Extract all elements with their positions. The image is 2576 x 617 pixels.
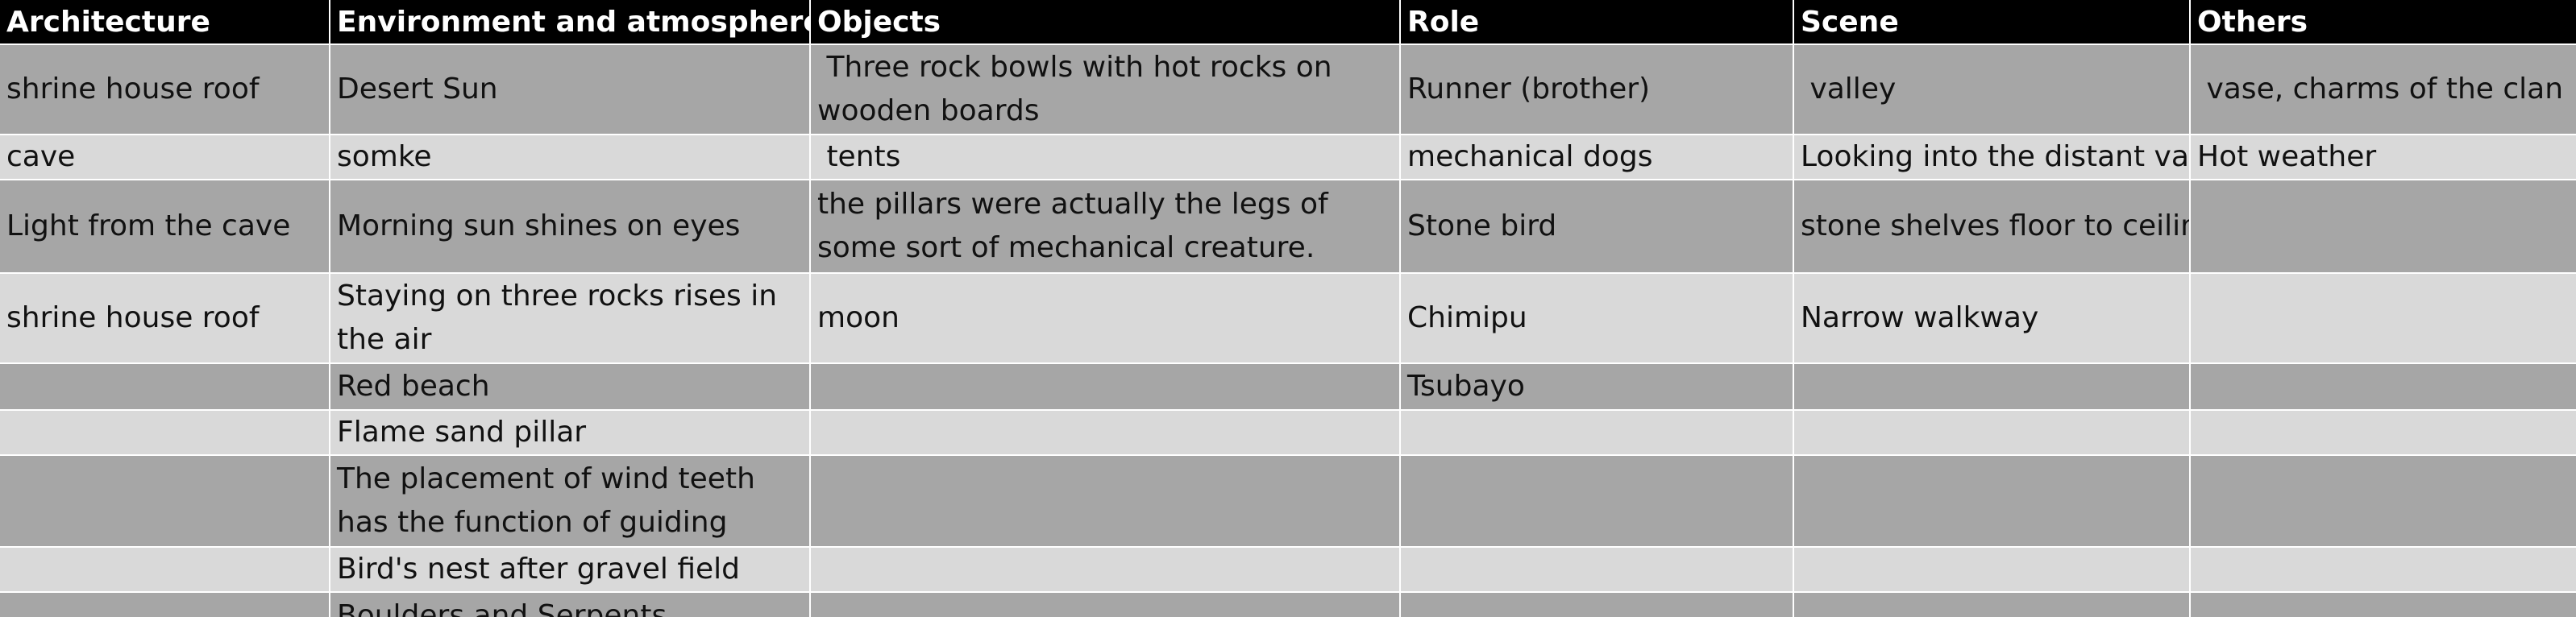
column-header-role[interactable]: Role [1401,0,1793,43]
table-cell[interactable]: Boulders and Serpents [330,593,809,617]
table-cell[interactable] [2191,593,2576,617]
table-cell[interactable] [2191,548,2576,591]
table-cell[interactable] [0,411,329,454]
cell-text: moon [817,301,900,334]
column-header-objects[interactable]: Objects [811,0,1399,43]
column-header-architecture[interactable]: Architecture [0,0,329,43]
table-cell[interactable]: Chimipu [1401,274,1793,362]
cell-text: Staying on three rocks rises in the air [337,280,778,356]
table-cell[interactable] [0,548,329,591]
table-cell[interactable] [1794,411,2189,454]
table-cell[interactable]: the pillars were actually the legs of so… [811,180,1399,272]
cell-text: somke [337,140,432,173]
table-cell[interactable] [1401,456,1793,546]
table-cell[interactable]: The placement of wind teeth has the func… [330,456,809,546]
table-cell[interactable]: Three rock bowls with hot rocks on woode… [811,45,1399,134]
table-cell[interactable]: Flame sand pillar [330,411,809,454]
table-cell[interactable] [1401,593,1793,617]
cell-text: Stone bird [1407,209,1557,242]
cell-text: shrine house roof [6,301,260,334]
cell-text: the pillars were actually the legs of so… [817,188,1328,264]
column-header-scene[interactable]: Scene [1794,0,2189,43]
cell-text: Narrow walkway [1801,301,2039,334]
cell-text: The placement of wind teeth has the func… [337,462,755,539]
cell-text: Tsubayo [1407,370,1525,403]
table-cell[interactable] [2191,274,2576,362]
table-cell[interactable]: mechanical dogs [1401,135,1793,179]
table-cell[interactable]: Staying on three rocks rises in the air [330,274,809,362]
cell-text: tents [817,140,901,173]
cell-text: Morning sun shines on eyes [337,209,741,242]
cell-text: Looking into the distant valley [1801,140,2189,173]
cell-text: mechanical dogs [1407,140,1653,173]
table-cell[interactable]: Tsubayo [1401,364,1793,409]
cell-text: Bird's nest after gravel field [337,553,740,586]
table-cell[interactable]: Morning sun shines on eyes [330,180,809,272]
table-cell[interactable]: Stone bird [1401,180,1793,272]
cell-text: Boulders and Serpents [337,599,667,617]
table-cell[interactable] [811,411,1399,454]
table-cell[interactable]: somke [330,135,809,179]
cell-text: valley [1801,72,1897,106]
cell-text: stone shelves floor to ceiling [1801,209,2189,242]
table-cell[interactable] [2191,456,2576,546]
table-cell[interactable]: tents [811,135,1399,179]
table-cell[interactable]: shrine house roof [0,274,329,362]
table-cell[interactable] [2191,364,2576,409]
table-cell[interactable] [811,364,1399,409]
table-cell[interactable]: Desert Sun [330,45,809,134]
table-cell[interactable] [1401,548,1793,591]
cell-text: Hot weather [2197,140,2377,173]
cell-text: Chimipu [1407,301,1527,334]
column-header-others[interactable]: Others [2191,0,2576,43]
table-cell[interactable] [0,593,329,617]
table-cell[interactable]: moon [811,274,1399,362]
table-cell[interactable] [811,456,1399,546]
table-cell[interactable]: Red beach [330,364,809,409]
column-header-environment[interactable]: Environment and atmosphere [330,0,809,43]
table-cell[interactable]: shrine house roof [0,45,329,134]
table-cell[interactable]: Narrow walkway [1794,274,2189,362]
table-cell[interactable] [1794,456,2189,546]
table-cell[interactable]: vase, charms of the clan [2191,45,2576,134]
table-cell[interactable] [1794,548,2189,591]
table-cell[interactable] [2191,180,2576,272]
cell-text: Red beach [337,370,490,403]
table-cell[interactable]: Runner (brother) [1401,45,1793,134]
table-cell[interactable]: cave [0,135,329,179]
cell-text: Light from the cave [6,209,291,242]
table-cell[interactable]: Looking into the distant valley [1794,135,2189,179]
cell-text: shrine house roof [6,72,260,106]
table-cell[interactable]: stone shelves floor to ceiling [1794,180,2189,272]
table-cell[interactable]: Light from the cave [0,180,329,272]
table-cell[interactable] [0,456,329,546]
cell-text: Desert Sun [337,72,498,106]
cell-text: vase, charms of the clan [2197,72,2564,106]
table-cell[interactable] [0,364,329,409]
table-cell[interactable] [811,548,1399,591]
cell-text: cave [6,140,76,173]
table-cell[interactable] [2191,411,2576,454]
table-cell[interactable] [811,593,1399,617]
cell-text: Runner (brother) [1407,72,1651,106]
table-cell[interactable]: valley [1794,45,2189,134]
cell-text: Flame sand pillar [337,416,587,449]
cell-text: Three rock bowls with hot rocks on woode… [817,51,1342,127]
table-cell[interactable]: Hot weather [2191,135,2576,179]
table-cell[interactable] [1794,593,2189,617]
table-cell[interactable] [1401,411,1793,454]
table-cell[interactable]: Bird's nest after gravel field [330,548,809,591]
table-cell[interactable] [1794,364,2189,409]
